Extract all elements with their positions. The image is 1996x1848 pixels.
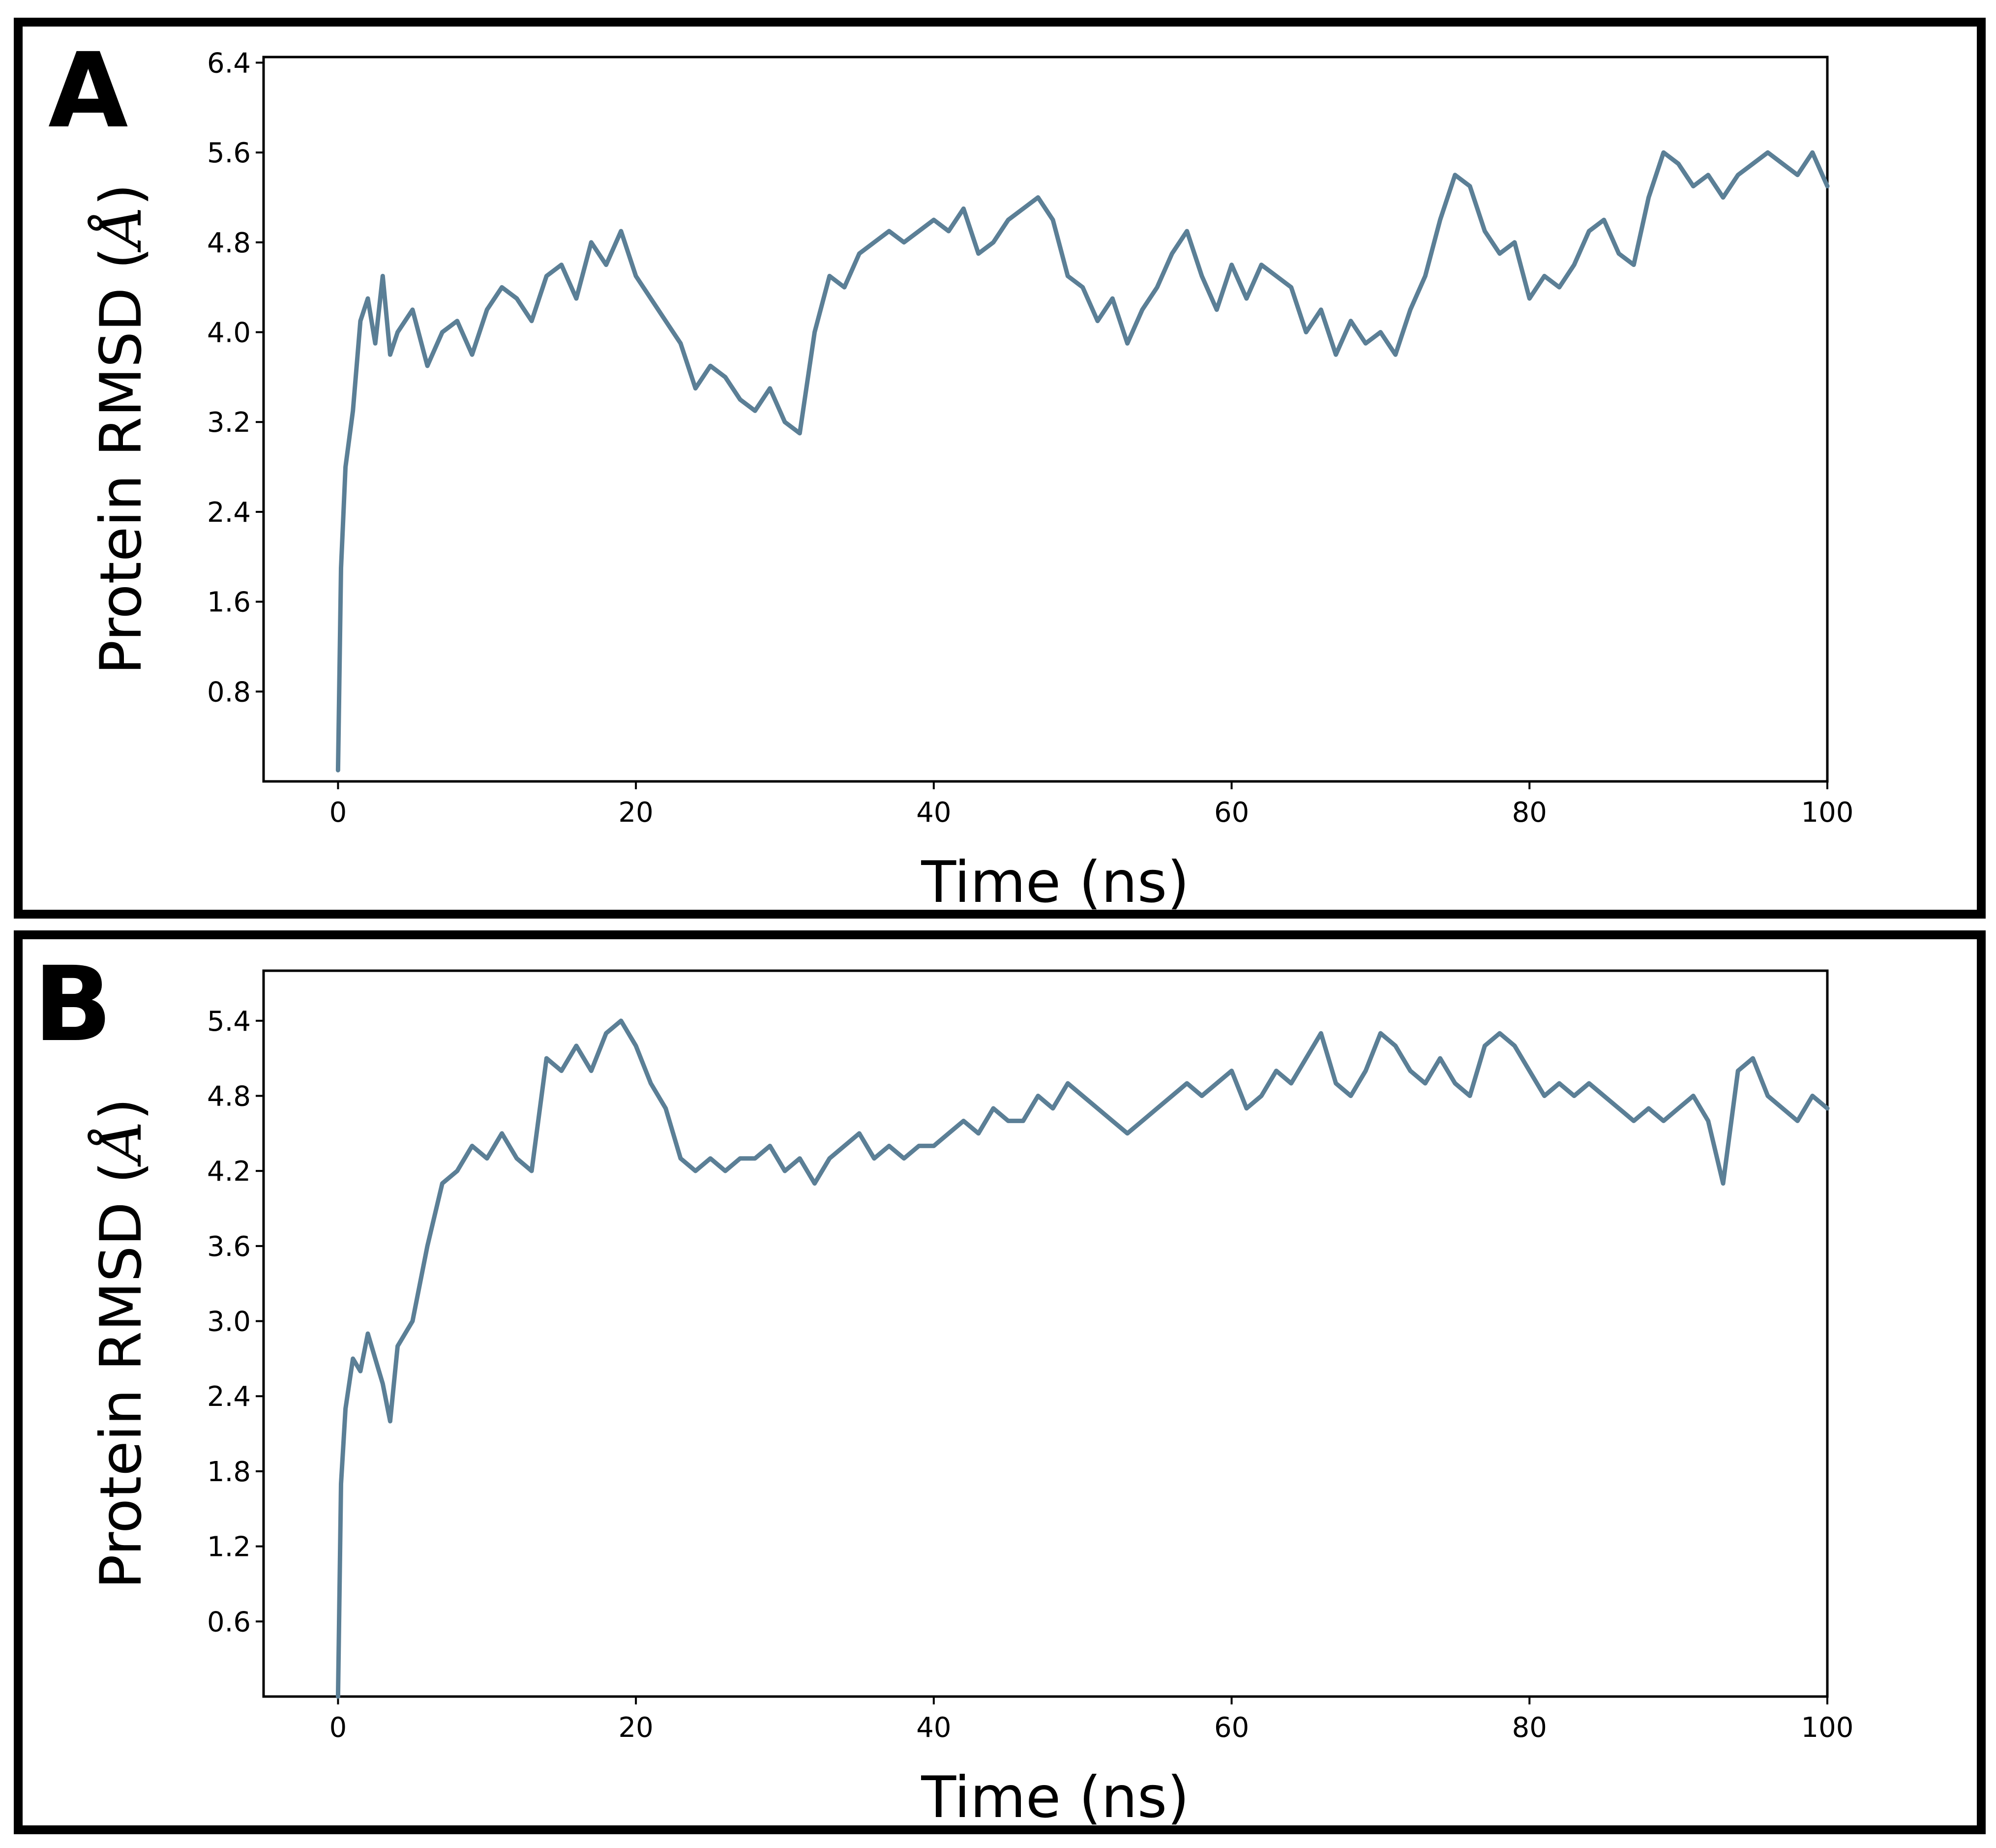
plot-frame (262, 969, 1829, 1698)
y-tick-label: 3.2 (207, 407, 251, 439)
x-tick-label: 80 (1512, 1712, 1547, 1744)
y-tick-label: 3.0 (207, 1306, 251, 1338)
x-tick-label: 40 (916, 797, 951, 829)
y-tick-label: 4.2 (207, 1156, 251, 1188)
y-tick-label: 0.8 (207, 676, 251, 708)
x-tick-label: 20 (619, 797, 654, 829)
panel-letter-a: A (48, 30, 128, 151)
rmsd-chart-a: 0 20 40 60 80 100 0.8 1.6 2.4 3.2 4.0 4.8 5.6 6.4 Time… (88, 47, 1854, 916)
y-tick-label: 4.8 (207, 227, 251, 259)
plot-frame (262, 56, 1829, 783)
y-tick-label: 1.2 (207, 1531, 251, 1563)
y-tick-label: 0.6 (207, 1606, 251, 1638)
y-axis-title: Protein RMSD (Å) (88, 1098, 154, 1589)
x-axis-title: Time (ns) (921, 1764, 1189, 1831)
x-tick-label: 0 (329, 1712, 347, 1744)
y-tick-label: 2.4 (207, 497, 251, 529)
rmsd-series-line (335, 150, 1830, 773)
y-tick-label: 4.0 (207, 317, 251, 349)
x-tick-label: 60 (1214, 797, 1249, 829)
x-tick-label: 20 (619, 1712, 654, 1744)
y-tick-label: 1.6 (207, 587, 251, 619)
rmsd-chart-b: 0 20 40 60 80 100 0.6 1.2 1.8 2.4 3.0 3.6 4.2 4.8 5.4 T… (88, 969, 1854, 1831)
x-tick-label: 60 (1214, 1712, 1249, 1744)
rmsd-series-line (335, 1018, 1830, 1699)
y-tick-label: 2.4 (207, 1381, 251, 1413)
panel-a: A 0 20 40 60 80 100 0.8 1.6 2.4 3.2 4.0 4.8 5.6 6.4 Ti… (14, 18, 1986, 919)
x-tick-label: 100 (1801, 797, 1854, 829)
y-tick-label: 6.4 (207, 47, 251, 79)
panel-letter-b: B (33, 944, 113, 1065)
x-tick-label: 40 (916, 1712, 951, 1744)
x-tick-label: 80 (1512, 797, 1547, 829)
x-tick-label: 0 (329, 797, 347, 829)
x-axis-title: Time (ns) (921, 849, 1189, 916)
panel-b: B 0 20 40 60 80 100 0.6 1.2 1.8 2.4 3.0 3.6 4.2 4.8 5.… (14, 930, 1986, 1834)
y-tick-label: 5.6 (207, 137, 251, 169)
y-axis-title: Protein RMSD (Å) (88, 183, 154, 674)
y-tick-label: 1.8 (207, 1456, 251, 1488)
y-tick-label: 5.4 (207, 1006, 251, 1038)
y-tick-label: 3.6 (207, 1231, 251, 1263)
y-tick-label: 4.8 (207, 1080, 251, 1112)
x-tick-label: 100 (1801, 1712, 1854, 1744)
